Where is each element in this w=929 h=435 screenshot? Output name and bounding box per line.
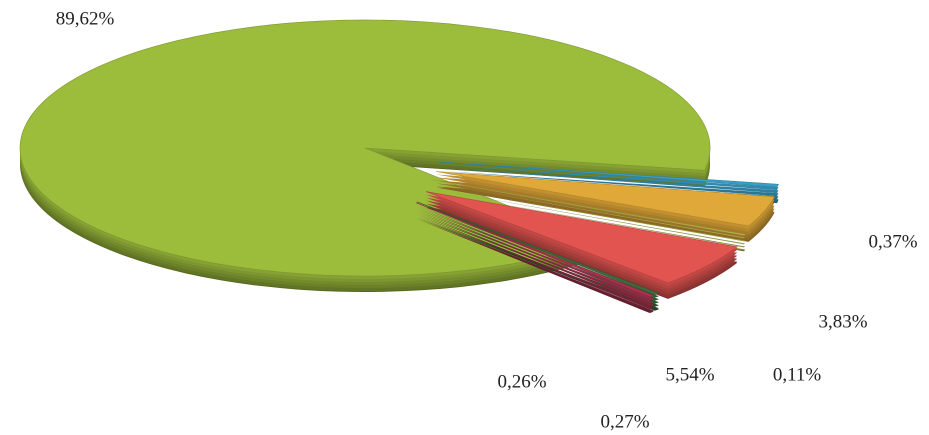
slice-side [416,205,654,301]
slice-top [432,179,746,236]
slice-top [417,201,660,296]
slice-top [19,19,711,277]
data-label: 0,27% [600,411,649,432]
slice-side [432,183,746,239]
slice-side [416,214,654,310]
pie-slice [416,202,655,314]
slice-top [416,202,655,298]
slice-side [432,189,746,245]
data-label: 0,26% [497,371,546,392]
slice-top [425,191,739,284]
data-label: 3,83% [818,311,867,332]
slice-side [416,211,654,307]
data-label: 0,11% [773,364,822,385]
slice-top [436,171,775,227]
slice-side [438,170,779,197]
data-label: 5,54% [665,364,714,385]
pie-slice [436,171,775,242]
data-label: 89,62% [56,8,115,29]
data-label: 0,37% [868,231,917,252]
slice-side [432,192,746,248]
slice-side [432,186,746,242]
slice-side [438,167,779,194]
slice-side [438,164,779,191]
slice-side [416,217,654,313]
slice-top [438,161,779,188]
slice-side [416,208,654,304]
pie-slice [19,19,711,293]
pie-slice [425,191,739,299]
